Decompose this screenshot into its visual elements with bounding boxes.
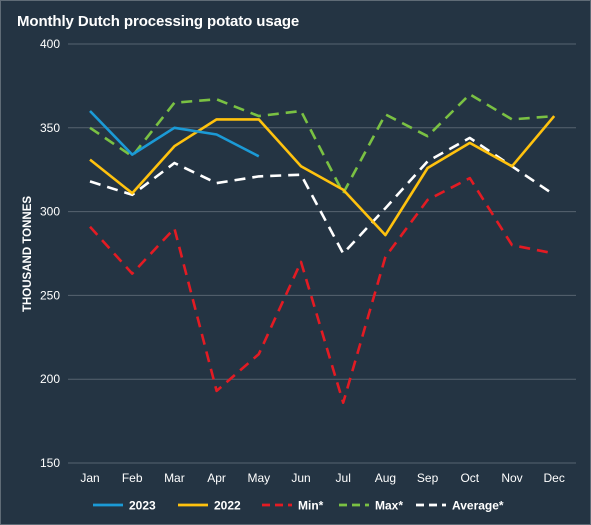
series-lines <box>89 93 556 404</box>
x-tick-label: Jul <box>336 471 351 485</box>
y-tick-label: 200 <box>40 372 60 386</box>
series-line-2022 <box>89 115 556 237</box>
chart-title: Monthly Dutch processing potato usage <box>17 13 300 30</box>
y-tick-label: 350 <box>40 121 60 135</box>
series-line-min <box>89 176 555 404</box>
x-tick-label: Oct <box>460 471 479 485</box>
x-tick-label: May <box>247 471 270 485</box>
legend-label: 2023 <box>129 499 156 513</box>
x-tick-label: Mar <box>164 471 185 485</box>
x-tick-label: Aug <box>375 471 396 485</box>
legend: 2023 2022 Min* Max* Average* <box>93 499 504 513</box>
x-tick-label: Feb <box>122 471 143 485</box>
legend-label: Min* <box>298 499 324 513</box>
y-tick-label: 150 <box>40 456 60 470</box>
y-axis-label: THOUSAND TONNES <box>22 196 34 312</box>
y-tick-label: 400 <box>40 37 60 51</box>
legend-label: Max* <box>375 499 403 513</box>
x-tick-label: Dec <box>544 471 565 485</box>
x-tick-label: Sep <box>417 471 439 485</box>
x-tick-label: Jan <box>80 471 99 485</box>
gridlines <box>68 43 576 464</box>
legend-label: 2022 <box>214 499 241 513</box>
series-line-average <box>89 136 555 255</box>
y-tick-label: 250 <box>40 288 60 302</box>
x-tick-label: Apr <box>207 471 226 485</box>
y-tick-labels: 150 200 250 300 350 400 <box>40 37 60 470</box>
y-tick-label: 300 <box>40 205 60 219</box>
x-tick-labels: Jan Feb Mar Apr May Jun Jul Aug Sep Oct Nov Dec <box>80 471 565 485</box>
series-line-2023 <box>89 110 260 158</box>
legend-label: Average* <box>452 499 504 513</box>
x-tick-label: Jun <box>291 471 310 485</box>
x-tick-label: Nov <box>501 471 522 485</box>
series-line-max <box>89 93 555 195</box>
